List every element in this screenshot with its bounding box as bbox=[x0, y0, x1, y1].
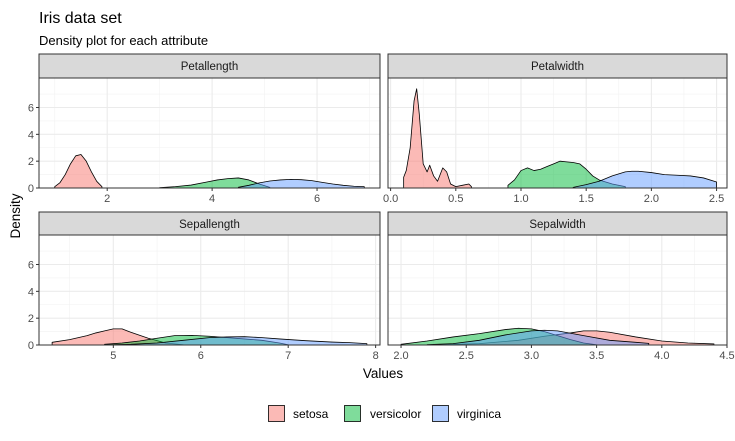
density-areas bbox=[54, 154, 365, 189]
gridlines bbox=[39, 78, 380, 189]
legend-label: setosa bbox=[293, 407, 329, 421]
facet-strip-label: Petallength bbox=[181, 61, 239, 73]
panel-border bbox=[387, 77, 728, 189]
x-tick-label: 2 bbox=[104, 193, 110, 205]
density-area-virginica bbox=[104, 336, 368, 346]
facet-strip bbox=[38, 53, 381, 79]
x-tick-label: 2.0 bbox=[393, 350, 408, 362]
density-area-setosa bbox=[403, 88, 472, 189]
legend-item-versicolor: versicolor bbox=[344, 405, 421, 422]
chart-subtitle: Density plot for each attribute bbox=[39, 33, 208, 48]
density-areas bbox=[51, 328, 368, 346]
x-tick-label: 2.0 bbox=[644, 193, 659, 205]
facet-grid: Petallength 2 4 6 0 2 4 6 Petalwidth 0.0 0.5 1.0 1.5… bbox=[28, 53, 735, 362]
y-tick-label: 0 bbox=[28, 340, 34, 352]
facet-petalwidth: Petalwidth 0.0 0.5 1.0 1.5 2.0 2.5 bbox=[383, 53, 728, 205]
legend-key bbox=[432, 405, 449, 422]
facet-strip bbox=[387, 53, 728, 79]
panel-background bbox=[39, 235, 380, 345]
facet-petallength: Petallength 2 4 6 0 2 4 6 bbox=[28, 53, 381, 205]
density-area-setosa bbox=[54, 154, 103, 189]
x-tick-label: 2.5 bbox=[709, 193, 724, 205]
x-tick-label: 4 bbox=[209, 193, 215, 205]
x-tick-label: 1.5 bbox=[579, 193, 594, 205]
facet-strip bbox=[387, 211, 728, 237]
legend-label: virginica bbox=[457, 407, 501, 421]
x-tick-label: 3.0 bbox=[524, 350, 539, 362]
chart-title: Iris data set bbox=[39, 10, 122, 27]
facet-strip-label: Sepalwidth bbox=[529, 219, 585, 231]
legend-key bbox=[268, 405, 285, 422]
legend-item-setosa: setosa bbox=[268, 405, 329, 422]
x-axis-title: Values bbox=[363, 366, 404, 381]
y-tick-label: 0 bbox=[28, 183, 34, 195]
y-tick-label: 4 bbox=[28, 129, 34, 141]
facet-strip bbox=[38, 211, 381, 237]
legend-label: versicolor bbox=[370, 407, 421, 421]
x-tick-label: 2.5 bbox=[459, 350, 474, 362]
panel-background bbox=[388, 235, 727, 345]
density-areas bbox=[403, 88, 717, 189]
x-tick-label: 6 bbox=[314, 193, 320, 205]
x-tick-label: 7 bbox=[285, 350, 291, 362]
facet-sepallength: Sepallength 5 6 7 8 0 2 4 6 bbox=[28, 211, 381, 362]
y-tick-label: 2 bbox=[28, 313, 34, 325]
density-area-virginica bbox=[572, 170, 717, 189]
facet-strip-label: Petalwidth bbox=[531, 61, 584, 73]
y-axis-title: Density bbox=[8, 193, 23, 238]
y-tick-label: 6 bbox=[28, 103, 34, 115]
y-tick-label: 4 bbox=[28, 286, 34, 298]
legend-key bbox=[344, 405, 361, 422]
x-tick-label: 5 bbox=[110, 350, 116, 362]
facet-sepalwidth: Sepalwidth 2.0 2.5 3.0 3.5 4.0 4.5 bbox=[387, 211, 735, 362]
density-area-virginica bbox=[237, 179, 365, 189]
x-tick-label: 3.5 bbox=[589, 350, 604, 362]
x-tick-label: 0.0 bbox=[383, 193, 398, 205]
y-tick-label: 6 bbox=[28, 260, 34, 272]
panel-background bbox=[39, 78, 380, 188]
density-area-virginica bbox=[426, 329, 650, 346]
legend: setosa versicolor virginica bbox=[268, 405, 501, 422]
x-tick-label: 4.0 bbox=[654, 350, 669, 362]
panel-border bbox=[38, 234, 381, 346]
density-areas bbox=[400, 327, 715, 346]
x-tick-label: 4.5 bbox=[719, 350, 734, 362]
panel-border bbox=[387, 234, 728, 346]
x-tick-label: 0.5 bbox=[448, 193, 463, 205]
panel-border bbox=[38, 77, 381, 189]
legend-item-virginica: virginica bbox=[432, 405, 501, 422]
x-tick-label: 1.0 bbox=[513, 193, 528, 205]
facet-strip-label: Sepallength bbox=[179, 219, 240, 231]
x-tick-label: 6 bbox=[198, 350, 204, 362]
x-tick-label: 8 bbox=[373, 350, 379, 362]
y-tick-label: 2 bbox=[28, 156, 34, 168]
